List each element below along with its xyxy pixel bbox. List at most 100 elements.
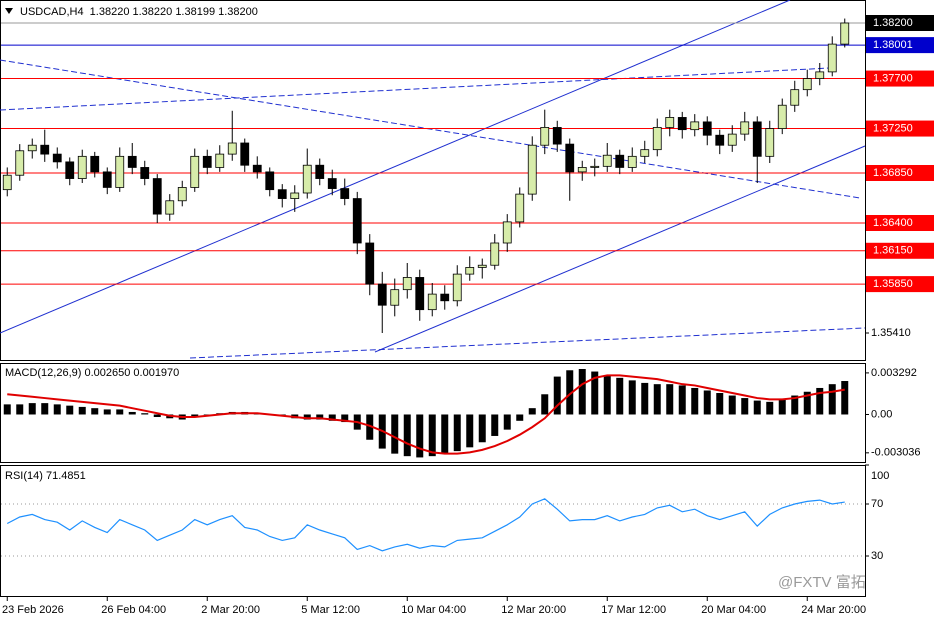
chart-title: USDCAD,H4 1.38220 1.38220 1.38199 1.3820… [20,6,258,18]
candle-body [502,221,512,244]
candle-body [552,127,562,145]
price-label-box [866,37,934,54]
candle-body [202,155,212,168]
rsi-title: RSI(14) 71.4851 [5,470,86,482]
candle-body [602,154,612,167]
x-tick-label: 10 Mar 04:00 [401,604,466,616]
macd-bar [78,406,86,415]
macd-bar [816,387,824,415]
candle-body [465,267,475,275]
macd-bar [791,395,799,415]
macd-bar [578,369,586,415]
candle-body [715,134,725,146]
macd-bar [328,414,336,421]
macd-bar [66,405,74,415]
macd-title: MACD(12,26,9) 0.002650 0.001970 [5,367,179,379]
candle-body [402,277,412,291]
macd-bar [553,376,561,415]
y-tick-label: -0.003036 [871,447,921,459]
candle-body [77,155,87,179]
price-panel [0,0,866,361]
candle-body [340,188,350,199]
macd-bar [428,414,436,457]
macd-bar [116,409,124,415]
macd-bar [303,414,311,420]
candle-body [515,193,525,223]
candle-body [777,104,787,129]
macd-bar [391,414,399,454]
price-label-box [866,165,934,181]
macd-bar [41,403,49,415]
macd-bar [341,414,349,423]
candle-body [277,189,287,199]
price-label-box [866,15,934,31]
macd-bar [478,414,486,443]
macd-bar [753,400,761,415]
candle-body [40,144,50,155]
candle-body [140,167,150,179]
candle-body [240,142,250,166]
candle-body [190,155,200,188]
macd-bar [416,414,424,458]
price-label-box [866,120,934,137]
macd-bar [591,371,599,415]
price-label-box [866,276,934,293]
candle-body [640,149,650,157]
candle-body [2,174,12,191]
macd-panel [0,363,866,463]
candle-body [102,171,112,188]
dashed-trend [0,67,831,111]
x-tick-label: 5 Mar 12:00 [301,604,360,616]
y-tick-label: 0.00 [871,408,892,420]
candle-body [365,242,375,285]
candle-body [477,264,487,268]
macd-bar [741,398,749,415]
macd-bar [641,382,649,415]
candle-body [227,142,237,155]
macd-bar [603,375,611,415]
macd-bar [728,395,736,415]
macd-bar [16,404,24,415]
candle-body [177,187,187,202]
candle-body [315,164,325,179]
candle-body [590,165,600,168]
x-tick-label: 23 Feb 2026 [2,604,64,616]
macd-bar [28,403,36,415]
candle-body [165,200,175,215]
candle-body [90,155,100,173]
candle-body [27,144,37,152]
candle-body [215,153,225,168]
candle-body [665,117,675,128]
macd-bar [653,384,661,415]
candle-body [740,121,750,135]
macd-bar [128,411,136,415]
macd-bar [666,384,674,415]
candle-body [565,143,575,173]
macd-bar [803,391,811,415]
macd-bar [366,414,374,440]
candle-body [452,273,462,302]
x-tick-label: 26 Feb 04:00 [101,604,166,616]
macd-bar [678,385,686,415]
candle-body [765,128,775,157]
candle-body [815,71,825,79]
macd-bar [716,393,724,415]
macd-bar [778,399,786,415]
channel-lower [374,145,866,353]
candle-body [115,155,125,188]
candle-body [652,127,662,151]
candle-body [627,155,637,168]
candle-body [127,155,137,168]
price-label: 1.37250 [873,122,913,134]
candle-body [540,127,550,146]
y-tick-label: 30 [871,550,883,562]
x-tick-label: 2 Mar 20:00 [201,604,260,616]
candle-body [152,178,162,215]
macd-bar [191,414,199,418]
candle-body [390,289,400,306]
macd-bar [3,404,11,415]
dashed-trend [189,327,866,359]
price-label-box [866,215,934,231]
